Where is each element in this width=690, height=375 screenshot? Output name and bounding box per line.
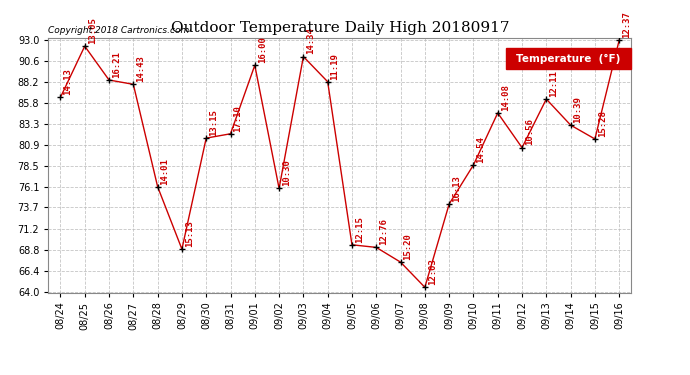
Text: 13:15: 13:15 (209, 109, 218, 136)
Text: 14:01: 14:01 (161, 158, 170, 184)
Text: 14:43: 14:43 (136, 55, 145, 82)
Text: 15:20: 15:20 (404, 233, 413, 260)
Text: 10:56: 10:56 (525, 118, 534, 146)
Text: 14:13: 14:13 (63, 68, 72, 95)
Text: Temperature  (°F): Temperature (°F) (517, 54, 621, 64)
Text: 16:21: 16:21 (112, 51, 121, 78)
Text: 16:13: 16:13 (452, 175, 461, 202)
Text: 10:30: 10:30 (282, 159, 291, 186)
Text: Copyright 2018 Cartronics.com: Copyright 2018 Cartronics.com (48, 26, 190, 35)
Title: Outdoor Temperature Daily High 20180917: Outdoor Temperature Daily High 20180917 (170, 21, 509, 35)
Text: 17:10: 17:10 (233, 105, 242, 132)
Text: 10:39: 10:39 (573, 96, 582, 123)
Text: 12:03: 12:03 (428, 258, 437, 285)
Text: 12:15: 12:15 (355, 216, 364, 243)
Text: 12:76: 12:76 (380, 218, 388, 245)
Text: 11:19: 11:19 (331, 53, 339, 80)
Text: 15:28: 15:28 (598, 110, 607, 137)
Text: 15:13: 15:13 (185, 220, 194, 247)
FancyBboxPatch shape (506, 48, 631, 69)
Text: 16:00: 16:00 (257, 36, 267, 63)
Text: 14:54: 14:54 (476, 136, 485, 163)
Text: 14:08: 14:08 (501, 84, 510, 111)
Text: 12:11: 12:11 (549, 70, 558, 97)
Text: 12:37: 12:37 (622, 11, 631, 38)
Text: 14:34: 14:34 (306, 27, 315, 54)
Text: 13:05: 13:05 (88, 17, 97, 44)
